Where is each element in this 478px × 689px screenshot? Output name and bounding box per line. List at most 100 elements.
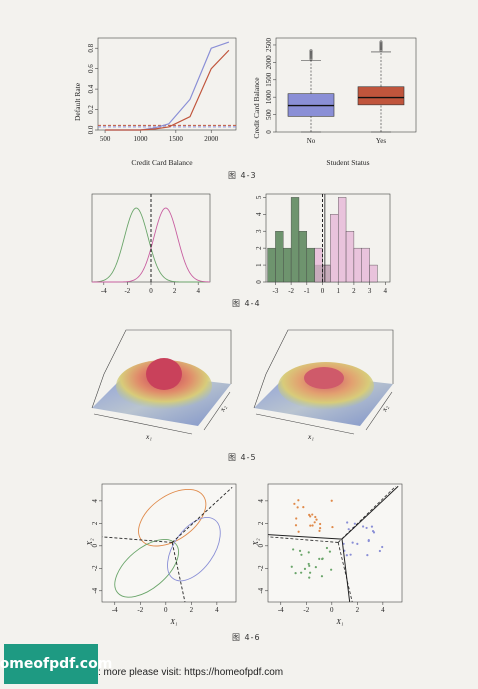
data-point [345, 554, 348, 557]
surface-x2-label: x₂ [217, 404, 228, 414]
outlier-point [309, 52, 313, 56]
y-tick-label: 1000 [265, 90, 273, 105]
histogram-bar [314, 247, 323, 283]
outlier-point [309, 50, 313, 53]
density-curve [92, 207, 211, 283]
data-point [351, 541, 354, 544]
y-tick-label: 0 [257, 544, 265, 548]
ellipse-scatter-chart: -4 -2 0 2 4 -4 -2 0 2 4 X₁ X₂ [85, 483, 237, 626]
y-tick-label: 3 [255, 229, 263, 233]
y-tick-label: 0 [265, 130, 273, 134]
data-point [356, 542, 359, 545]
y-tick-label: 2 [255, 246, 263, 250]
data-point [319, 522, 322, 526]
y-tick-label: 0.4 [87, 84, 95, 93]
data-point [308, 513, 311, 516]
plot-frame [91, 193, 211, 283]
histogram-bar [369, 264, 378, 283]
y-tick-label: -4 [257, 587, 265, 593]
surface-edge-left [91, 373, 105, 409]
data-point [307, 562, 310, 566]
data-point [370, 525, 374, 528]
outlier-point [309, 51, 313, 55]
data-point [365, 526, 368, 530]
outlier-point [309, 53, 313, 57]
data-point [325, 546, 329, 550]
boxplot-y-label: Credit Card Balance [252, 77, 261, 139]
bayes-boundary [101, 536, 173, 543]
histogram-bar [298, 231, 308, 283]
outlier-point [379, 44, 383, 48]
footer-link-text[interactable]: : more please visit: https://homeofpdf.c… [98, 667, 284, 678]
x-tick-label: 1500 [169, 135, 184, 143]
x-tick-label: 0 [149, 287, 153, 295]
x-tick-label: No [307, 137, 316, 145]
data-point [309, 524, 312, 527]
y-tick-label: 4 [257, 499, 265, 503]
lda-boundary [341, 539, 351, 603]
surface-box-frame [265, 329, 394, 384]
x-tick-label: -4 [101, 287, 107, 295]
y-tick-label: 4 [255, 212, 263, 216]
default-rate-chart: 500 1000 1500 2000 0.0 0.2 0.4 0.6 0.8 Credit Ca… [73, 37, 237, 167]
data-point [330, 568, 333, 571]
data-point [300, 553, 303, 556]
histogram-bar [345, 231, 355, 283]
outlier-point [379, 48, 383, 51]
x-tick-label: 2 [352, 287, 356, 295]
data-point [308, 564, 311, 567]
x-tick-label: 2 [173, 287, 177, 295]
data-point [353, 522, 356, 525]
outlier-point [309, 56, 313, 60]
outlier-point [379, 49, 383, 52]
y-tick-label: 5 [255, 195, 263, 199]
data-point [313, 521, 316, 524]
data-point [378, 549, 381, 553]
data-point [314, 515, 317, 519]
data-point [302, 506, 305, 509]
surface-plot-right: x₁ x₂ [253, 329, 394, 441]
data-point [319, 527, 322, 530]
caption-fig-4-5: 图 4-5 [228, 453, 257, 462]
surface-plot-left: x₁ x₂ [91, 329, 232, 441]
surface-box-frame [103, 329, 232, 384]
plot-frame [101, 483, 237, 603]
x-tick-label: 0 [321, 287, 325, 295]
data-point [293, 502, 296, 505]
data-point [311, 513, 314, 516]
data-point [295, 517, 298, 520]
data-point [292, 548, 295, 551]
data-point [346, 521, 349, 524]
data-point [298, 549, 302, 552]
homeofpdf-badge[interactable]: homeofpdf.com [0, 644, 112, 684]
x-tick-label: 1 [336, 287, 340, 295]
x-tick-label: 4 [384, 287, 388, 295]
data-point [300, 571, 303, 574]
caption-fig-4-6: 图 4-6 [232, 633, 261, 642]
data-point [321, 557, 324, 561]
data-point [366, 554, 369, 557]
data-point [307, 551, 310, 554]
histogram-bar [275, 231, 284, 283]
x-tick-label: -2 [137, 606, 143, 614]
data-point [381, 545, 384, 549]
surface-axis-x1 [255, 413, 355, 435]
surface-axis-x1 [93, 413, 193, 435]
histogram-bar [267, 247, 276, 283]
data-point [347, 528, 350, 531]
surface-x2-label: x₂ [379, 404, 390, 414]
y-tick-label: 1 [255, 263, 263, 267]
outlier-point [379, 40, 383, 44]
data-point [318, 557, 321, 560]
surface-x1-label: x₁ [307, 432, 314, 441]
x-tick-label: 1000 [133, 135, 148, 143]
x-tick-label: -2 [303, 606, 309, 614]
y-tick-label: 2 [91, 521, 99, 525]
y-tick-label: -2 [91, 565, 99, 571]
y-tick-label: 0.6 [87, 64, 95, 73]
data-point [367, 539, 370, 542]
data-point [303, 567, 307, 570]
data-point [328, 550, 332, 553]
y-tick-label: 2 [257, 521, 265, 525]
histogram-chart: -3 -2 -1 0 1 2 3 4 0 1 2 3 4 5 [255, 193, 391, 295]
